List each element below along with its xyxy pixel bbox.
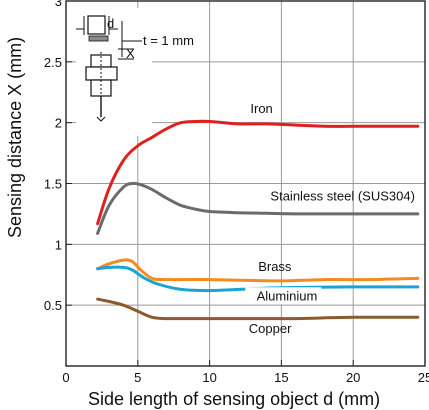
y-tick-label: 0.5 (44, 298, 62, 313)
plate-thickness-bar (88, 35, 109, 42)
x-tick-label: 10 (202, 370, 216, 385)
y-tick-label: 2.5 (44, 55, 62, 70)
y-axis-title: Sensing distance X (mm) (5, 37, 25, 238)
sensor-cable-end-icon (96, 116, 106, 122)
y-tick-label: 3 (55, 0, 62, 9)
series-label-iron: Iron (250, 101, 272, 116)
x-tick-label: 25 (418, 370, 429, 385)
series-line-copper (96, 297, 420, 321)
y-tick-label: 2 (55, 116, 62, 131)
series-label-copper: Copper (249, 321, 292, 336)
series-label-aluminium: Aluminium (257, 288, 318, 303)
x-axis-title: Side length of sensing object d (mm) (88, 389, 380, 409)
x-label: X (126, 46, 135, 61)
series-line-iron (96, 119, 420, 226)
series-line-stainless-steel-sus304 (96, 181, 420, 235)
sensing-object-icon (87, 15, 106, 35)
x-tick-label: 15 (274, 370, 288, 385)
series-label-stainless-steel-sus304: Stainless steel (SUS304) (270, 189, 415, 204)
thickness-label: t = 1 mm (143, 33, 194, 48)
sensor-diagram-inset: d t = 1 mm X (76, 8, 194, 136)
y-tick-label: 1.5 (44, 177, 62, 192)
axis-ticks: 0 5 10 15 20 25 0.5 1 1.5 2 2.5 3 (44, 0, 429, 385)
series-label-brass: Brass (258, 259, 292, 274)
x-tick-label: 20 (346, 370, 360, 385)
d-label: d (107, 16, 114, 31)
series-label-background (245, 287, 322, 305)
x-tick-label: 5 (134, 370, 141, 385)
series-line-brass (96, 258, 420, 283)
y-tick-label: 1 (55, 237, 62, 252)
x-tick-label: 0 (62, 370, 69, 385)
series-labels: Iron Stainless steel (SUS304) Brass Alumini… (245, 101, 415, 336)
